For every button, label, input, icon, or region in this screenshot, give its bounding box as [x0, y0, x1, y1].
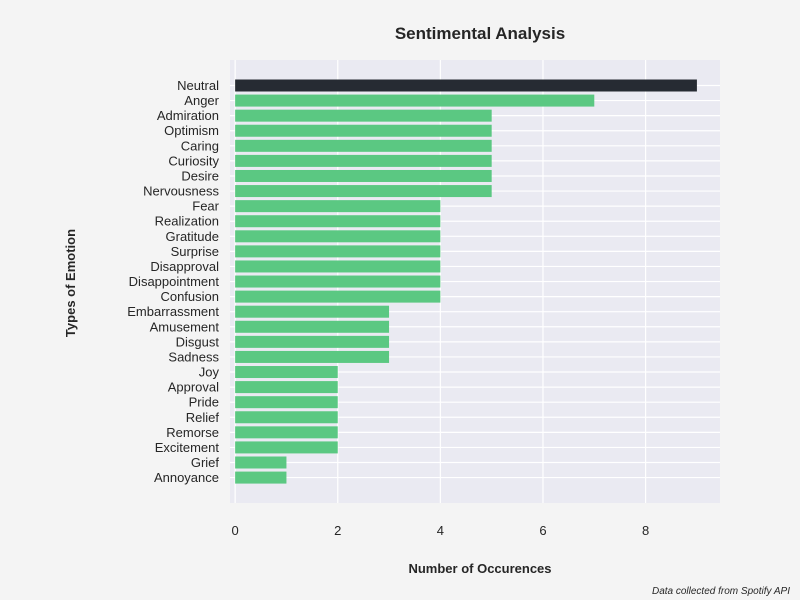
category-label-nervousness: Nervousness	[143, 184, 219, 199]
category-label-anger: Anger	[184, 93, 219, 108]
bar-neutral	[235, 79, 697, 92]
category-label-relief: Relief	[186, 410, 220, 425]
bar-embarrassment	[235, 305, 390, 318]
category-label-optimism: Optimism	[164, 123, 219, 138]
x-tick-label: 6	[539, 523, 546, 538]
bar-disgust	[235, 335, 390, 348]
category-label-amusement: Amusement	[150, 319, 220, 334]
x-tick-label: 2	[334, 523, 341, 538]
bar-optimism	[235, 124, 492, 137]
category-labels: NeutralAngerAdmirationOptimismCaringCuri…	[127, 78, 219, 485]
category-label-joy: Joy	[199, 365, 220, 380]
category-label-curiosity: Curiosity	[168, 153, 219, 168]
category-label-disapproval: Disapproval	[150, 259, 219, 274]
source-note: Data collected from Spotify API	[652, 586, 790, 597]
bar-anger	[235, 94, 595, 107]
x-tick-label: 8	[642, 523, 649, 538]
x-tick-label: 0	[232, 523, 239, 538]
category-label-grief: Grief	[191, 455, 220, 470]
category-label-admiration: Admiration	[157, 108, 219, 123]
category-label-neutral: Neutral	[177, 78, 219, 93]
bar-disapproval	[235, 260, 441, 273]
y-axis-title: Types of Emotion	[63, 229, 78, 337]
chart-title: Sentimental Analysis	[395, 24, 565, 43]
bar-realization	[235, 215, 441, 228]
bar-approval	[235, 381, 338, 394]
bar-amusement	[235, 320, 390, 333]
bar-remorse	[235, 426, 338, 439]
bar-confusion	[235, 290, 441, 303]
bar-nervousness	[235, 185, 492, 198]
bar-excitement	[235, 441, 338, 454]
category-label-desire: Desire	[181, 168, 219, 183]
category-label-gratitude: Gratitude	[166, 229, 219, 244]
category-label-disappointment: Disappointment	[129, 274, 220, 289]
bar-disappointment	[235, 275, 441, 288]
x-tick-labels: 0 2 4 6 8	[232, 523, 650, 538]
bar-relief	[235, 411, 338, 424]
x-tick-label: 4	[437, 523, 444, 538]
category-label-fear: Fear	[192, 199, 219, 214]
bar-gratitude	[235, 230, 441, 243]
category-label-disgust: Disgust	[176, 334, 220, 349]
x-axis-title: Number of Occurences	[408, 561, 551, 576]
category-label-sadness: Sadness	[168, 349, 219, 364]
category-label-excitement: Excitement	[155, 440, 220, 455]
bar-grief	[235, 456, 287, 469]
bar-surprise	[235, 245, 441, 258]
category-label-surprise: Surprise	[171, 244, 219, 259]
category-label-approval: Approval	[168, 380, 219, 395]
bar-annoyance	[235, 471, 287, 484]
category-label-embarrassment: Embarrassment	[127, 304, 219, 319]
category-label-caring: Caring	[181, 138, 219, 153]
bar-joy	[235, 366, 338, 379]
category-label-remorse: Remorse	[166, 425, 219, 440]
category-label-annoyance: Annoyance	[154, 470, 219, 485]
bar-pride	[235, 396, 338, 409]
bar-admiration	[235, 109, 492, 122]
bar-fear	[235, 200, 441, 213]
category-label-confusion: Confusion	[160, 289, 219, 304]
bar-caring	[235, 139, 492, 152]
category-label-pride: Pride	[189, 395, 219, 410]
bar-sadness	[235, 350, 390, 363]
bars	[235, 79, 697, 484]
category-label-realization: Realization	[155, 214, 219, 229]
bar-curiosity	[235, 154, 492, 167]
bar-desire	[235, 169, 492, 182]
